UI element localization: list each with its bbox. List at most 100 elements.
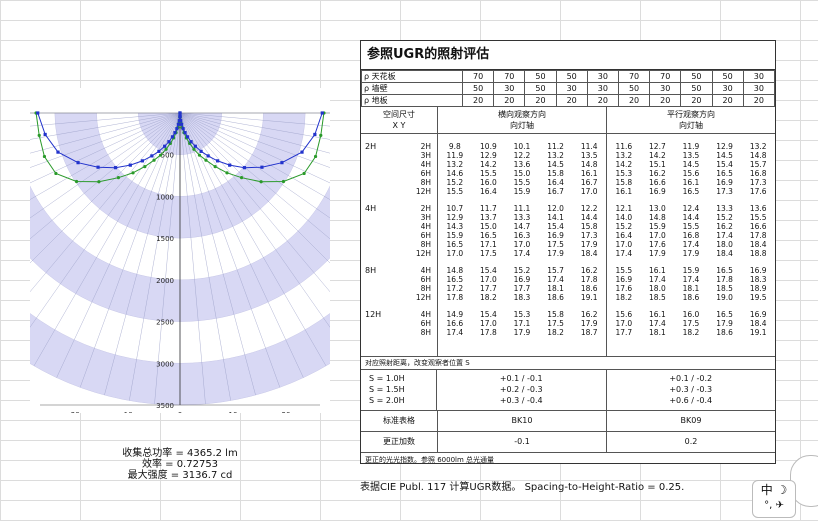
ugr-cell: 17.4 [649,275,666,284]
ugr-cell: 13.6 [513,160,531,169]
std-label: 标准表格 [361,411,438,431]
ugr-cell: 15.0 [513,169,531,178]
blue-series-marker [175,127,179,131]
ugr-cell: 16.5 [446,240,464,249]
blue-series-marker [128,163,132,167]
blue-series-marker [178,114,182,118]
polar-radial-line [179,112,231,401]
polar-radial-line [179,112,330,293]
ugr-title: 参照UGR的照射评估 [361,41,775,70]
ugr-cell: 16.4 [615,231,633,240]
ugr-cell: 16.5 [682,187,700,196]
ugr-cell: 17.3 [749,178,767,187]
ugr-cell: 16.3 [513,231,531,240]
reflectance-label: ρ 地板 [361,94,463,107]
ugr-cell: 17.6 [749,187,767,196]
ugr-cell: 18.5 [716,284,733,293]
polar-radial-line [129,112,181,401]
ime-punct[interactable]: °, ✈ [764,500,784,511]
spacing-along-value: +0.3 / -0.3 [669,385,713,394]
ugr-cell: 16.9 [547,231,564,240]
room-y-label: 4H [387,160,437,169]
along-row: 17.4 17.9 17.9 18.4 18.8 [607,249,775,258]
ugr-cell: 16.1 [580,169,598,178]
ugr-cell: 17.0 [649,231,666,240]
blue-series-marker [43,132,47,137]
ugr-cell: 10.9 [480,142,497,151]
ugr-cell: 15.9 [649,222,666,231]
room-y-label: 8H [387,328,437,337]
ugr-cell: 16.9 [513,275,531,284]
along-row: 18.2 18.5 18.6 19.0 19.5 [607,293,775,302]
blue-series-marker [36,111,40,115]
ugr-cell: 18.6 [716,328,733,337]
along-row: 15.2 15.9 15.5 16.2 16.6 [607,222,775,231]
reflectance-table: ρ 天花板 70 70 50 50 30 70 70 50 50 30 ρ 墙壁 50 30 50 30 30 5… [361,70,776,107]
along-row: 13.2 14.2 13.5 14.5 14.8 [607,151,775,160]
reflectance-value: 30 [586,70,619,83]
blue-series-marker [178,111,182,115]
ugr-cell: 17.4 [716,231,733,240]
ugr-cell: 16.1 [649,310,666,319]
reflectance-value: 70 [617,70,651,83]
polar-radial-line [30,112,181,168]
polar-radial-line [179,112,206,404]
ugr-cell: 17.1 [480,240,497,249]
ugr-cell: 13.2 [446,160,464,169]
room-y-label: 6H [387,231,437,240]
ugr-cell: 15.8 [580,222,598,231]
ugr-cell: 12.2 [580,204,598,213]
ime-toolbar[interactable]: 中 ☽ °, ✈ [752,480,796,518]
ugr-cell: 17.9 [547,249,564,258]
green-series-marker [204,158,208,162]
reflectance-value: 20 [461,94,495,107]
correction-row: 更正加数 -0.1 0.2 [361,432,775,453]
ugr-cell: 12.9 [446,213,464,222]
ugr-cell: 6H [420,275,431,284]
radial-tick-label: 1000 [156,193,174,201]
polar-radial-line [179,112,330,140]
ugr-cell: 17.9 [716,319,733,328]
ugr-cell: 14.8 [749,151,767,160]
room-y-label: 8H [387,240,437,249]
ugr-cell: 18.2 [615,293,633,302]
ugr-cell: 15.8 [547,169,564,178]
ugr-cell: 17.7 [513,284,531,293]
ugr-cell: 18.6 [580,284,598,293]
spacing-along-value: +0.6 / -0.4 [669,396,713,405]
along-row: 11.6 12.7 11.9 12.9 13.2 [607,142,775,151]
ugr-cell: 17.3 [580,231,598,240]
ugr-cell: 17.2 [446,284,464,293]
blue-series-marker [140,159,145,163]
ugr-cell: 17.4 [547,275,564,284]
polar-radial-line [179,112,330,264]
blue-series-marker [189,140,193,144]
room-x-label: 2H [365,142,377,151]
ugr-cell: 14.8 [446,266,464,275]
ugr-cell: 18.2 [682,328,700,337]
ugr-cell: 12H [415,187,431,196]
polar-radial-line [179,112,330,168]
ugr-cell: 17.0 [615,319,633,328]
reflectance-value: 20 [680,94,713,107]
ugr-cell: 17.4 [649,319,666,328]
blue-series-marker [113,166,118,170]
cross-direction-label: 横向观察方向 [498,110,546,119]
ugr-cell: 3H [420,151,431,160]
along-row: 16.1 16.9 16.5 17.3 17.6 [607,187,775,196]
flux-text: 收集总功率 = 4365.2 lm [122,448,238,459]
ime-mode[interactable]: 中 ☽ [760,483,788,497]
ugr-cell: 15.9 [446,231,464,240]
radial-tick-label: 1500 [156,235,174,243]
ugr-cell: 19.1 [580,293,598,302]
ugr-cell: 17.4 [446,328,464,337]
ugr-cell: 17.8 [480,328,497,337]
reflectance-value: 50 [617,82,651,95]
ugr-cell: 18.9 [749,284,767,293]
blue-series-marker [260,165,264,169]
blue-series-marker [157,149,161,153]
cross-row: 10.7 11.7 11.1 12.0 12.2 [438,204,606,213]
spacing-label: S = 2.0H [369,396,405,405]
along-row: 16.9 17.4 17.4 17.8 18.3 [607,275,775,284]
green-series-marker [281,179,286,184]
